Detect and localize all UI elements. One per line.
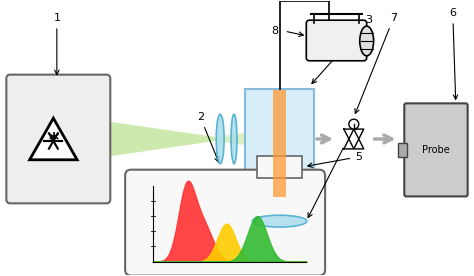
FancyBboxPatch shape (306, 20, 367, 61)
Text: *: * (48, 131, 58, 150)
Text: 4: 4 (308, 122, 357, 217)
Polygon shape (273, 91, 286, 197)
FancyBboxPatch shape (257, 156, 302, 177)
Text: 8: 8 (271, 26, 278, 36)
Text: Probe: Probe (422, 145, 450, 155)
Polygon shape (344, 129, 354, 149)
Text: 5: 5 (308, 152, 362, 167)
Ellipse shape (252, 215, 307, 227)
Ellipse shape (360, 26, 374, 56)
Ellipse shape (231, 114, 237, 164)
Polygon shape (215, 133, 245, 145)
FancyBboxPatch shape (245, 89, 314, 199)
Polygon shape (354, 129, 364, 149)
FancyBboxPatch shape (398, 143, 407, 157)
Polygon shape (270, 199, 290, 229)
FancyBboxPatch shape (6, 75, 110, 203)
Text: 1: 1 (54, 13, 60, 75)
Polygon shape (29, 118, 77, 160)
Circle shape (349, 119, 359, 129)
Text: 7: 7 (355, 13, 397, 113)
Polygon shape (106, 121, 215, 157)
FancyBboxPatch shape (125, 170, 325, 276)
Text: 6: 6 (449, 8, 458, 99)
Text: 3: 3 (312, 15, 372, 84)
Text: 2: 2 (197, 112, 219, 162)
FancyBboxPatch shape (404, 103, 468, 197)
Ellipse shape (216, 114, 224, 164)
